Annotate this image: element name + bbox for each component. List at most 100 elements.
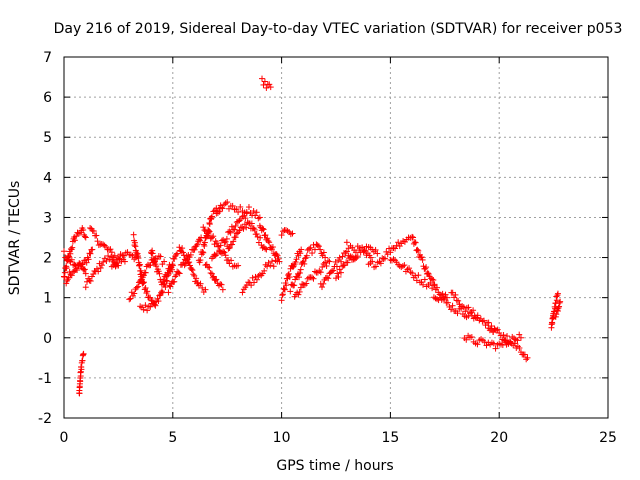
y-axis: -2 -1 0 1 2 3 4 5 6 7 [38,50,608,427]
data-point [296,269,303,276]
data-point [229,241,236,248]
data-point [516,331,523,338]
data-point [306,245,313,252]
data-point [180,252,187,259]
data-point [267,262,274,269]
y-tick-label: 3 [43,210,52,226]
data-point [83,259,90,266]
data-point [419,256,426,263]
data-point [320,249,327,256]
data-point [290,264,297,271]
data-points [61,75,564,397]
data-point [420,281,427,288]
data-point [202,286,209,293]
data-point [189,267,196,274]
data-point [174,250,181,257]
data-point [409,270,416,277]
y-tick-label: -1 [38,371,52,387]
data-point [173,251,180,258]
data-point [129,252,136,259]
data-point [107,246,114,253]
data-point [352,249,359,256]
data-point [263,246,270,253]
data-point [236,227,243,234]
data-point [372,263,379,270]
data-point [106,256,113,263]
data-point [264,235,271,242]
data-point [328,268,335,275]
data-point [304,275,311,282]
data-point [556,299,563,306]
data-point [264,263,271,270]
data-point [250,208,257,215]
data-point [553,297,560,304]
data-point [517,334,524,341]
data-point [67,250,74,257]
data-point [399,263,406,270]
data-point [97,264,104,271]
data-point [66,257,73,264]
data-point [455,297,462,304]
data-point [167,265,174,272]
data-point [259,75,266,82]
data-point [179,245,186,252]
data-point [261,78,268,85]
data-point [147,303,154,310]
data-point [217,242,224,249]
data-point [296,288,303,295]
data-point [409,233,416,240]
data-point [266,239,273,246]
data-point [343,239,350,246]
data-point [194,279,201,286]
data-point [281,285,288,292]
y-tick-label: 5 [43,130,52,146]
data-point [270,263,277,270]
data-point [444,299,451,306]
data-point [249,274,256,281]
data-point [554,290,561,297]
data-point [333,263,340,270]
data-point [297,250,304,257]
data-point [237,203,244,210]
data-point [415,247,422,254]
data-point [266,81,273,88]
data-point [144,307,151,314]
data-point [94,238,101,245]
data-point [344,259,351,266]
data-point [260,226,267,233]
data-point [330,267,337,274]
data-point [149,250,156,257]
data-point [73,265,80,272]
data-point [507,339,514,346]
data-point [63,264,70,271]
data-point [448,306,455,313]
data-point [208,213,215,220]
data-point [317,269,324,276]
data-point [554,307,561,314]
data-point [210,233,217,240]
data-point [197,280,204,287]
data-point [149,247,156,254]
data-point [431,281,438,288]
data-point [160,276,167,283]
data-point [274,252,281,259]
data-point [87,250,94,257]
data-point [326,258,333,265]
data-point [248,220,255,227]
data-point [351,256,358,263]
data-point [201,239,208,246]
data-point [502,337,509,344]
data-point [256,271,263,278]
data-point [95,268,102,275]
data-point [470,307,477,314]
data-point [309,274,316,281]
data-point [232,222,239,229]
data-point [414,246,421,253]
data-point [521,351,528,358]
data-point [514,337,521,344]
data-point [151,258,158,265]
data-point [289,230,296,237]
data-point [163,273,170,280]
data-point [213,250,220,257]
data-point [322,254,329,261]
